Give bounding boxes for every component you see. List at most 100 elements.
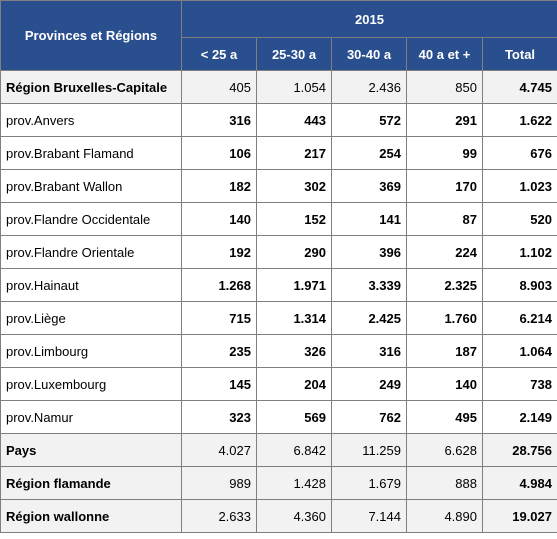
value-cell: 302 (256, 169, 332, 203)
value-cell: 326 (256, 334, 332, 368)
value-cell: 141 (331, 202, 407, 236)
table-header: Provinces et Régions 2015 < 25 a 25-30 a… (0, 0, 557, 71)
row-label: prov.Limbourg (0, 334, 182, 368)
value-cell: 6.628 (406, 433, 483, 467)
value-cell: 762 (331, 400, 407, 434)
value-cell: 7.144 (331, 499, 407, 533)
value-cell: 192 (181, 235, 257, 269)
value-cell: 249 (331, 367, 407, 401)
table-row: Pays 4.027 6.842 11.259 6.628 28.756 (0, 433, 557, 467)
value-cell: 1.679 (331, 466, 407, 500)
total-cell: 520 (482, 202, 557, 236)
value-cell: 217 (256, 136, 332, 170)
value-cell: 369 (331, 169, 407, 203)
total-cell: 4.984 (482, 466, 557, 500)
value-cell: 443 (256, 103, 332, 137)
row-label: prov.Brabant Wallon (0, 169, 182, 203)
column-header: 25-30 a (256, 37, 332, 71)
total-cell: 2.149 (482, 400, 557, 434)
value-cell: 187 (406, 334, 483, 368)
value-cell: 224 (406, 235, 483, 269)
row-label: Région wallonne (0, 499, 182, 533)
total-cell: 8.903 (482, 268, 557, 302)
value-cell: 2.633 (181, 499, 257, 533)
column-header: < 25 a (181, 37, 257, 71)
header-year: 2015 (181, 0, 557, 38)
value-cell: 170 (406, 169, 483, 203)
row-label: prov.Liège (0, 301, 182, 335)
column-header: 40 a et + (406, 37, 483, 71)
value-cell: 888 (406, 466, 483, 500)
value-cell: 3.339 (331, 268, 407, 302)
table-row: prov.Hainaut 1.268 1.971 3.339 2.325 8.903 (0, 268, 557, 302)
value-cell: 316 (331, 334, 407, 368)
value-cell: 182 (181, 169, 257, 203)
total-cell: 1.102 (482, 235, 557, 269)
value-cell: 569 (256, 400, 332, 434)
table-row: prov.Flandre Orientale 192 290 396 224 1.102 (0, 235, 557, 269)
table-row: Région flamande 989 1.428 1.679 888 4.984 (0, 466, 557, 500)
column-header: Total (482, 37, 557, 71)
value-cell: 140 (406, 367, 483, 401)
total-cell: 1.023 (482, 169, 557, 203)
value-cell: 6.842 (256, 433, 332, 467)
value-cell: 106 (181, 136, 257, 170)
total-cell: 4.745 (482, 70, 557, 104)
header-corner-label: Provinces et Régions (0, 0, 182, 71)
value-cell: 2.436 (331, 70, 407, 104)
table-row: prov.Flandre Occidentale 140 152 141 87 520 (0, 202, 557, 236)
value-cell: 1.971 (256, 268, 332, 302)
value-cell: 495 (406, 400, 483, 434)
value-cell: 316 (181, 103, 257, 137)
value-cell: 1.314 (256, 301, 332, 335)
row-label: prov.Anvers (0, 103, 182, 137)
table-row: Région wallonne 2.633 4.360 7.144 4.890 19.02… (0, 499, 557, 533)
table-row: prov.Brabant Wallon 182 302 369 170 1.023 (0, 169, 557, 203)
total-cell: 1.622 (482, 103, 557, 137)
row-label: Pays (0, 433, 182, 467)
value-cell: 4.027 (181, 433, 257, 467)
total-cell: 19.027 (482, 499, 557, 533)
value-cell: 145 (181, 367, 257, 401)
table-row: prov.Namur 323 569 762 495 2.149 (0, 400, 557, 434)
value-cell: 2.325 (406, 268, 483, 302)
row-label: prov.Luxembourg (0, 367, 182, 401)
column-header: 30-40 a (331, 37, 407, 71)
table-row: prov.Anvers 316 443 572 291 1.622 (0, 103, 557, 137)
value-cell: 140 (181, 202, 257, 236)
total-cell: 676 (482, 136, 557, 170)
value-cell: 1.428 (256, 466, 332, 500)
total-cell: 28.756 (482, 433, 557, 467)
value-cell: 290 (256, 235, 332, 269)
value-cell: 405 (181, 70, 257, 104)
value-cell: 572 (331, 103, 407, 137)
value-cell: 1.268 (181, 268, 257, 302)
value-cell: 850 (406, 70, 483, 104)
table-row: Région Bruxelles-Capitale 405 1.054 2.436 85… (0, 70, 557, 104)
row-label: prov.Namur (0, 400, 182, 434)
row-label: prov.Flandre Orientale (0, 235, 182, 269)
value-cell: 204 (256, 367, 332, 401)
row-label: prov.Flandre Occidentale (0, 202, 182, 236)
row-label: Région Bruxelles-Capitale (0, 70, 182, 104)
value-cell: 989 (181, 466, 257, 500)
value-cell: 87 (406, 202, 483, 236)
total-cell: 1.064 (482, 334, 557, 368)
row-label: prov.Hainaut (0, 268, 182, 302)
value-cell: 4.890 (406, 499, 483, 533)
total-cell: 6.214 (482, 301, 557, 335)
row-label: Région flamande (0, 466, 182, 500)
value-cell: 99 (406, 136, 483, 170)
value-cell: 2.425 (331, 301, 407, 335)
value-cell: 1.760 (406, 301, 483, 335)
table-row: prov.Luxembourg 145 204 249 140 738 (0, 367, 557, 401)
table-body: Région Bruxelles-Capitale 405 1.054 2.436 85… (0, 70, 557, 533)
value-cell: 11.259 (331, 433, 407, 467)
row-label: prov.Brabant Flamand (0, 136, 182, 170)
value-cell: 254 (331, 136, 407, 170)
table-row: prov.Limbourg 235 326 316 187 1.064 (0, 334, 557, 368)
value-cell: 396 (331, 235, 407, 269)
value-cell: 715 (181, 301, 257, 335)
value-cell: 291 (406, 103, 483, 137)
